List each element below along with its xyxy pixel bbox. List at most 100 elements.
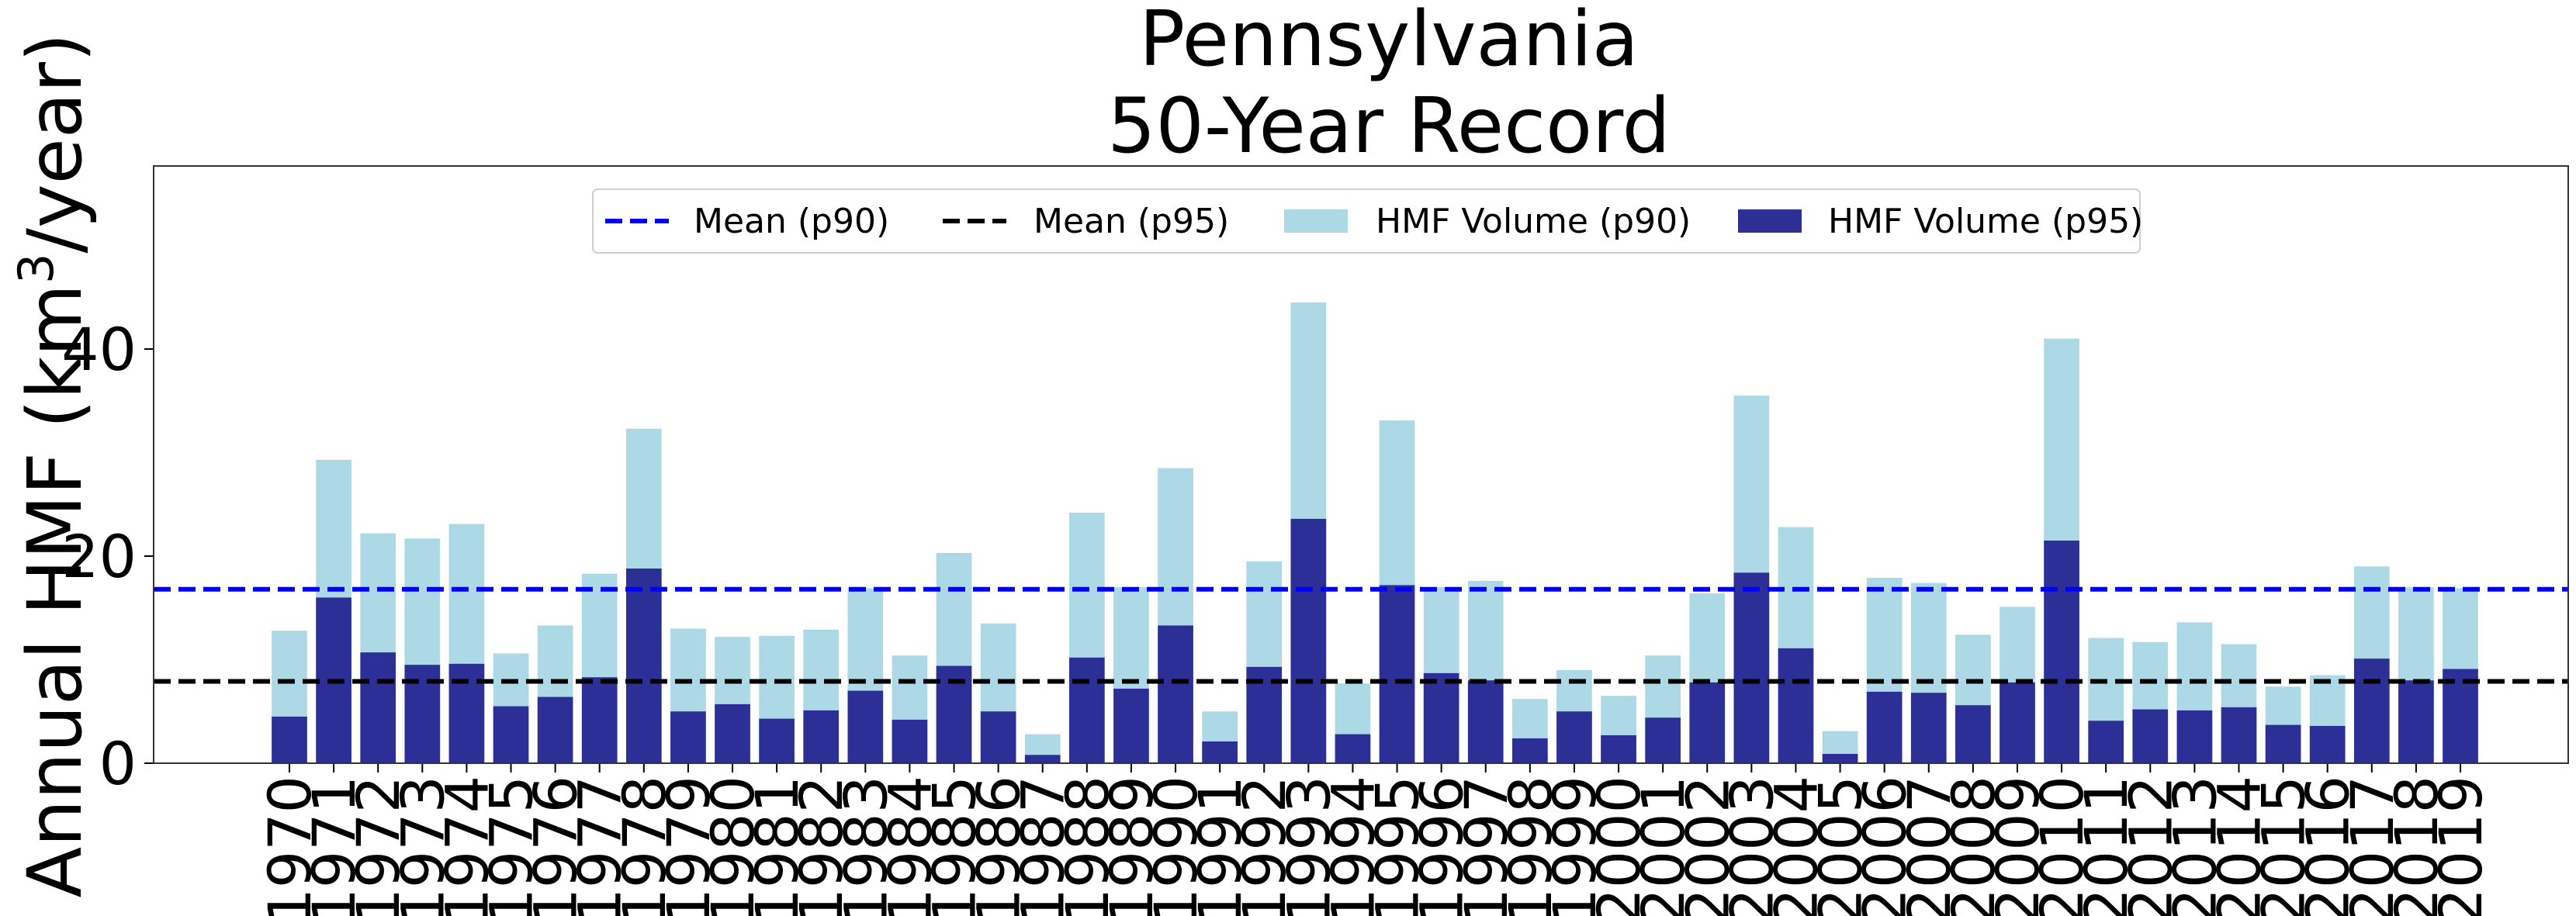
bar-p95-1995 [1379, 585, 1415, 763]
x-tick-label-1993: 1993 [1274, 776, 1343, 916]
x-tick-label-1998: 1998 [1496, 776, 1565, 916]
bar-p95-1981 [759, 718, 795, 763]
bar-p95-1977 [581, 677, 618, 763]
x-tick-label-1999: 1999 [1540, 776, 1609, 916]
y-tick-label-0: 0 [99, 729, 137, 798]
x-tick-label-2010: 2010 [2027, 776, 2096, 916]
x-tick-label-1990: 1990 [1141, 776, 1210, 916]
bar-p95-1976 [537, 697, 573, 763]
x-tick-label-1975: 1975 [477, 776, 546, 916]
x-tick-label-1996: 1996 [1407, 776, 1477, 916]
bar-p95-1984 [892, 719, 928, 763]
bar-p95-2011 [2088, 721, 2124, 763]
x-tick-label-1974: 1974 [432, 776, 501, 916]
x-tick-label-2004: 2004 [1761, 776, 1830, 916]
x-tick-label-1981: 1981 [743, 776, 812, 916]
bar-p95-2016 [2309, 725, 2346, 763]
bar-p95-2006 [1866, 691, 1903, 763]
bar-p95-1978 [625, 569, 662, 763]
bar-p95-2009 [2000, 682, 2035, 763]
x-tick-label-1997: 1997 [1452, 776, 1521, 916]
bar-p95-2002 [1689, 682, 1726, 763]
x-tick-label-2007: 2007 [1895, 776, 1964, 916]
x-tick-label-2015: 2015 [2249, 776, 2318, 916]
bar-p95-1972 [360, 652, 396, 763]
series-p95-bars [272, 518, 2478, 763]
legend-swatch-p90 [1284, 209, 1348, 233]
x-tick-label-1984: 1984 [875, 776, 944, 916]
x-tick-label-1994: 1994 [1318, 776, 1387, 916]
bar-p95-2015 [2265, 724, 2301, 763]
bar-p95-1997 [1467, 680, 1504, 763]
bar-p95-1999 [1556, 711, 1592, 763]
x-tick-label-2008: 2008 [1939, 776, 2008, 916]
y-axis-label-main: Annual HMF (km [12, 284, 99, 898]
x-tick-label-2014: 2014 [2204, 776, 2273, 916]
x-tick-label-1979: 1979 [654, 776, 723, 916]
chart-title-line2: 50-Year Record [1107, 82, 1671, 171]
x-tick-label-2003: 2003 [1717, 776, 1786, 916]
x-tick-label-1995: 1995 [1363, 776, 1432, 916]
y-axis-label: Annual HMF (km3/year) [8, 33, 99, 898]
x-tick-label-1989: 1989 [1097, 776, 1166, 916]
y-axis-ticks: 0 20 40 [61, 315, 154, 798]
bar-p95-2010 [2044, 540, 2079, 763]
bar-p95-2005 [1822, 753, 1858, 763]
x-tick-label-2018: 2018 [2382, 776, 2451, 916]
bar-p95-1979 [670, 711, 706, 763]
bar-p95-2013 [2176, 710, 2213, 763]
bar-p95-1990 [1158, 625, 1193, 763]
y-axis-label-tail: /year) [12, 33, 99, 254]
x-tick-label-2012: 2012 [2116, 776, 2185, 916]
bar-p95-1980 [715, 703, 750, 763]
bar-p95-2017 [2353, 658, 2390, 763]
legend-label-mean-p90: Mean (p90) [694, 202, 889, 241]
plot-frame [153, 165, 2569, 764]
bar-p95-1970 [272, 716, 307, 763]
legend: Mean (p90) Mean (p95) HMF Volume (p90) H… [592, 188, 2143, 254]
bar-p95-1996 [1423, 672, 1459, 763]
x-tick-label-2000: 2000 [1584, 776, 1653, 916]
bar-p95-1998 [1512, 738, 1548, 763]
bar-p95-2018 [2398, 680, 2434, 763]
chart-title-line1: Pennsylvania [1139, 0, 1639, 84]
x-tick-label-1987: 1987 [1009, 776, 1078, 916]
x-tick-label-1983: 1983 [831, 776, 900, 916]
bar-p95-1975 [493, 706, 529, 763]
x-tick-label-1972: 1972 [344, 776, 413, 916]
bar-p95-2000 [1601, 735, 1636, 763]
x-tick-label-1980: 1980 [698, 776, 767, 916]
bar-p95-1983 [847, 690, 884, 763]
bar-p95-1989 [1113, 688, 1149, 763]
bar-p95-2008 [1955, 705, 1991, 763]
x-tick-label-2002: 2002 [1673, 776, 1742, 916]
legend-label-p95: HMF Volume (p95) [1828, 202, 2143, 241]
x-tick-label-1978: 1978 [610, 776, 679, 916]
y-tick-label-40: 40 [61, 315, 137, 384]
mean-lines [154, 586, 2568, 684]
x-tick-label-2001: 2001 [1629, 776, 1698, 916]
x-tick-label-1992: 1992 [1230, 776, 1299, 916]
bar-p95-2012 [2132, 709, 2169, 763]
legend-swatch-p95 [1738, 209, 1802, 233]
x-tick-label-2017: 2017 [2338, 776, 2407, 916]
x-tick-label-1971: 1971 [299, 776, 369, 916]
bar-p95-1974 [448, 663, 485, 763]
bar-p95-2014 [2221, 707, 2257, 763]
x-tick-label-1970: 1970 [255, 776, 324, 916]
bar-p95-2004 [1778, 648, 1814, 763]
bar-p95-2007 [1910, 693, 1947, 763]
x-tick-label-1973: 1973 [388, 776, 457, 916]
bar-p95-1987 [1024, 755, 1061, 763]
legend-box [592, 188, 2141, 254]
x-tick-label-1988: 1988 [1053, 776, 1122, 916]
x-tick-label-2011: 2011 [2072, 776, 2141, 916]
x-tick-label-1977: 1977 [566, 776, 635, 916]
x-tick-label-2006: 2006 [1851, 776, 1920, 916]
x-tick-label-2005: 2005 [1806, 776, 1875, 916]
x-tick-label-2016: 2016 [2294, 776, 2363, 916]
x-tick-label-2019: 2019 [2426, 776, 2495, 916]
bar-p95-1982 [803, 710, 840, 763]
y-tick-label-20: 20 [61, 522, 137, 591]
